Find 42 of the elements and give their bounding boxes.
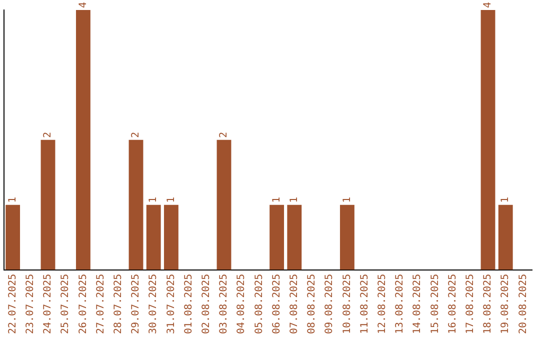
x-tick-label: 22.07.2025 [7, 274, 18, 334]
data-label: 1 [500, 196, 512, 203]
x-tick-label: 30.07.2025 [148, 274, 160, 334]
x-tick-label: 01.08.2025 [183, 274, 194, 334]
x-tick-label: 07.08.2025 [288, 274, 300, 334]
x-tick-label: 16.08.2025 [447, 274, 458, 334]
x-tick-label: 29.07.2025 [130, 274, 142, 334]
data-label: 1 [7, 196, 18, 203]
data-label: 1 [271, 196, 282, 203]
data-label: 1 [288, 196, 300, 203]
x-tick-label: 02.08.2025 [200, 274, 212, 334]
x-tick-label: 28.07.2025 [112, 274, 124, 334]
data-label: 2 [42, 132, 54, 138]
x-tick-label: 08.08.2025 [306, 274, 318, 334]
data-label: 1 [166, 196, 177, 203]
x-tick-label: 05.08.2025 [254, 274, 265, 334]
x-tick-label: 19.08.2025 [500, 274, 512, 334]
x-tick-label: 11.08.2025 [359, 274, 370, 334]
data-label: 2 [130, 132, 142, 138]
x-tick-label: 24.07.2025 [42, 274, 54, 334]
x-tick-label: 31.07.2025 [166, 274, 177, 334]
x-tick-label: 06.08.2025 [271, 274, 282, 334]
x-tick-label: 10.08.2025 [342, 274, 353, 334]
x-tick-label: 23.07.2025 [24, 274, 36, 334]
x-tick-label: 27.07.2025 [95, 274, 106, 334]
data-label: 2 [218, 132, 230, 138]
x-tick-label: 14.08.2025 [412, 274, 424, 334]
x-tick-label: 12.08.2025 [376, 274, 388, 334]
x-tick-label: 09.08.2025 [324, 274, 336, 334]
data-label: 1 [342, 196, 353, 203]
data-label: 1 [148, 196, 160, 203]
data-label: 4 [482, 2, 494, 8]
x-tick-label: 18.08.2025 [482, 274, 494, 334]
x-tick-label: 17.08.2025 [464, 274, 476, 334]
x-tick-label: 25.07.2025 [60, 274, 72, 334]
x-tick-label: 20.08.2025 [518, 274, 529, 334]
x-tick-label: 13.08.2025 [394, 274, 406, 334]
x-tick-label: 26.07.2025 [78, 274, 89, 334]
x-tick-label: 15.08.2025 [430, 274, 441, 334]
data-label: 4 [78, 2, 89, 8]
x-tick-label: 03.08.2025 [218, 274, 230, 334]
x-tick-label: 04.08.2025 [236, 274, 248, 334]
